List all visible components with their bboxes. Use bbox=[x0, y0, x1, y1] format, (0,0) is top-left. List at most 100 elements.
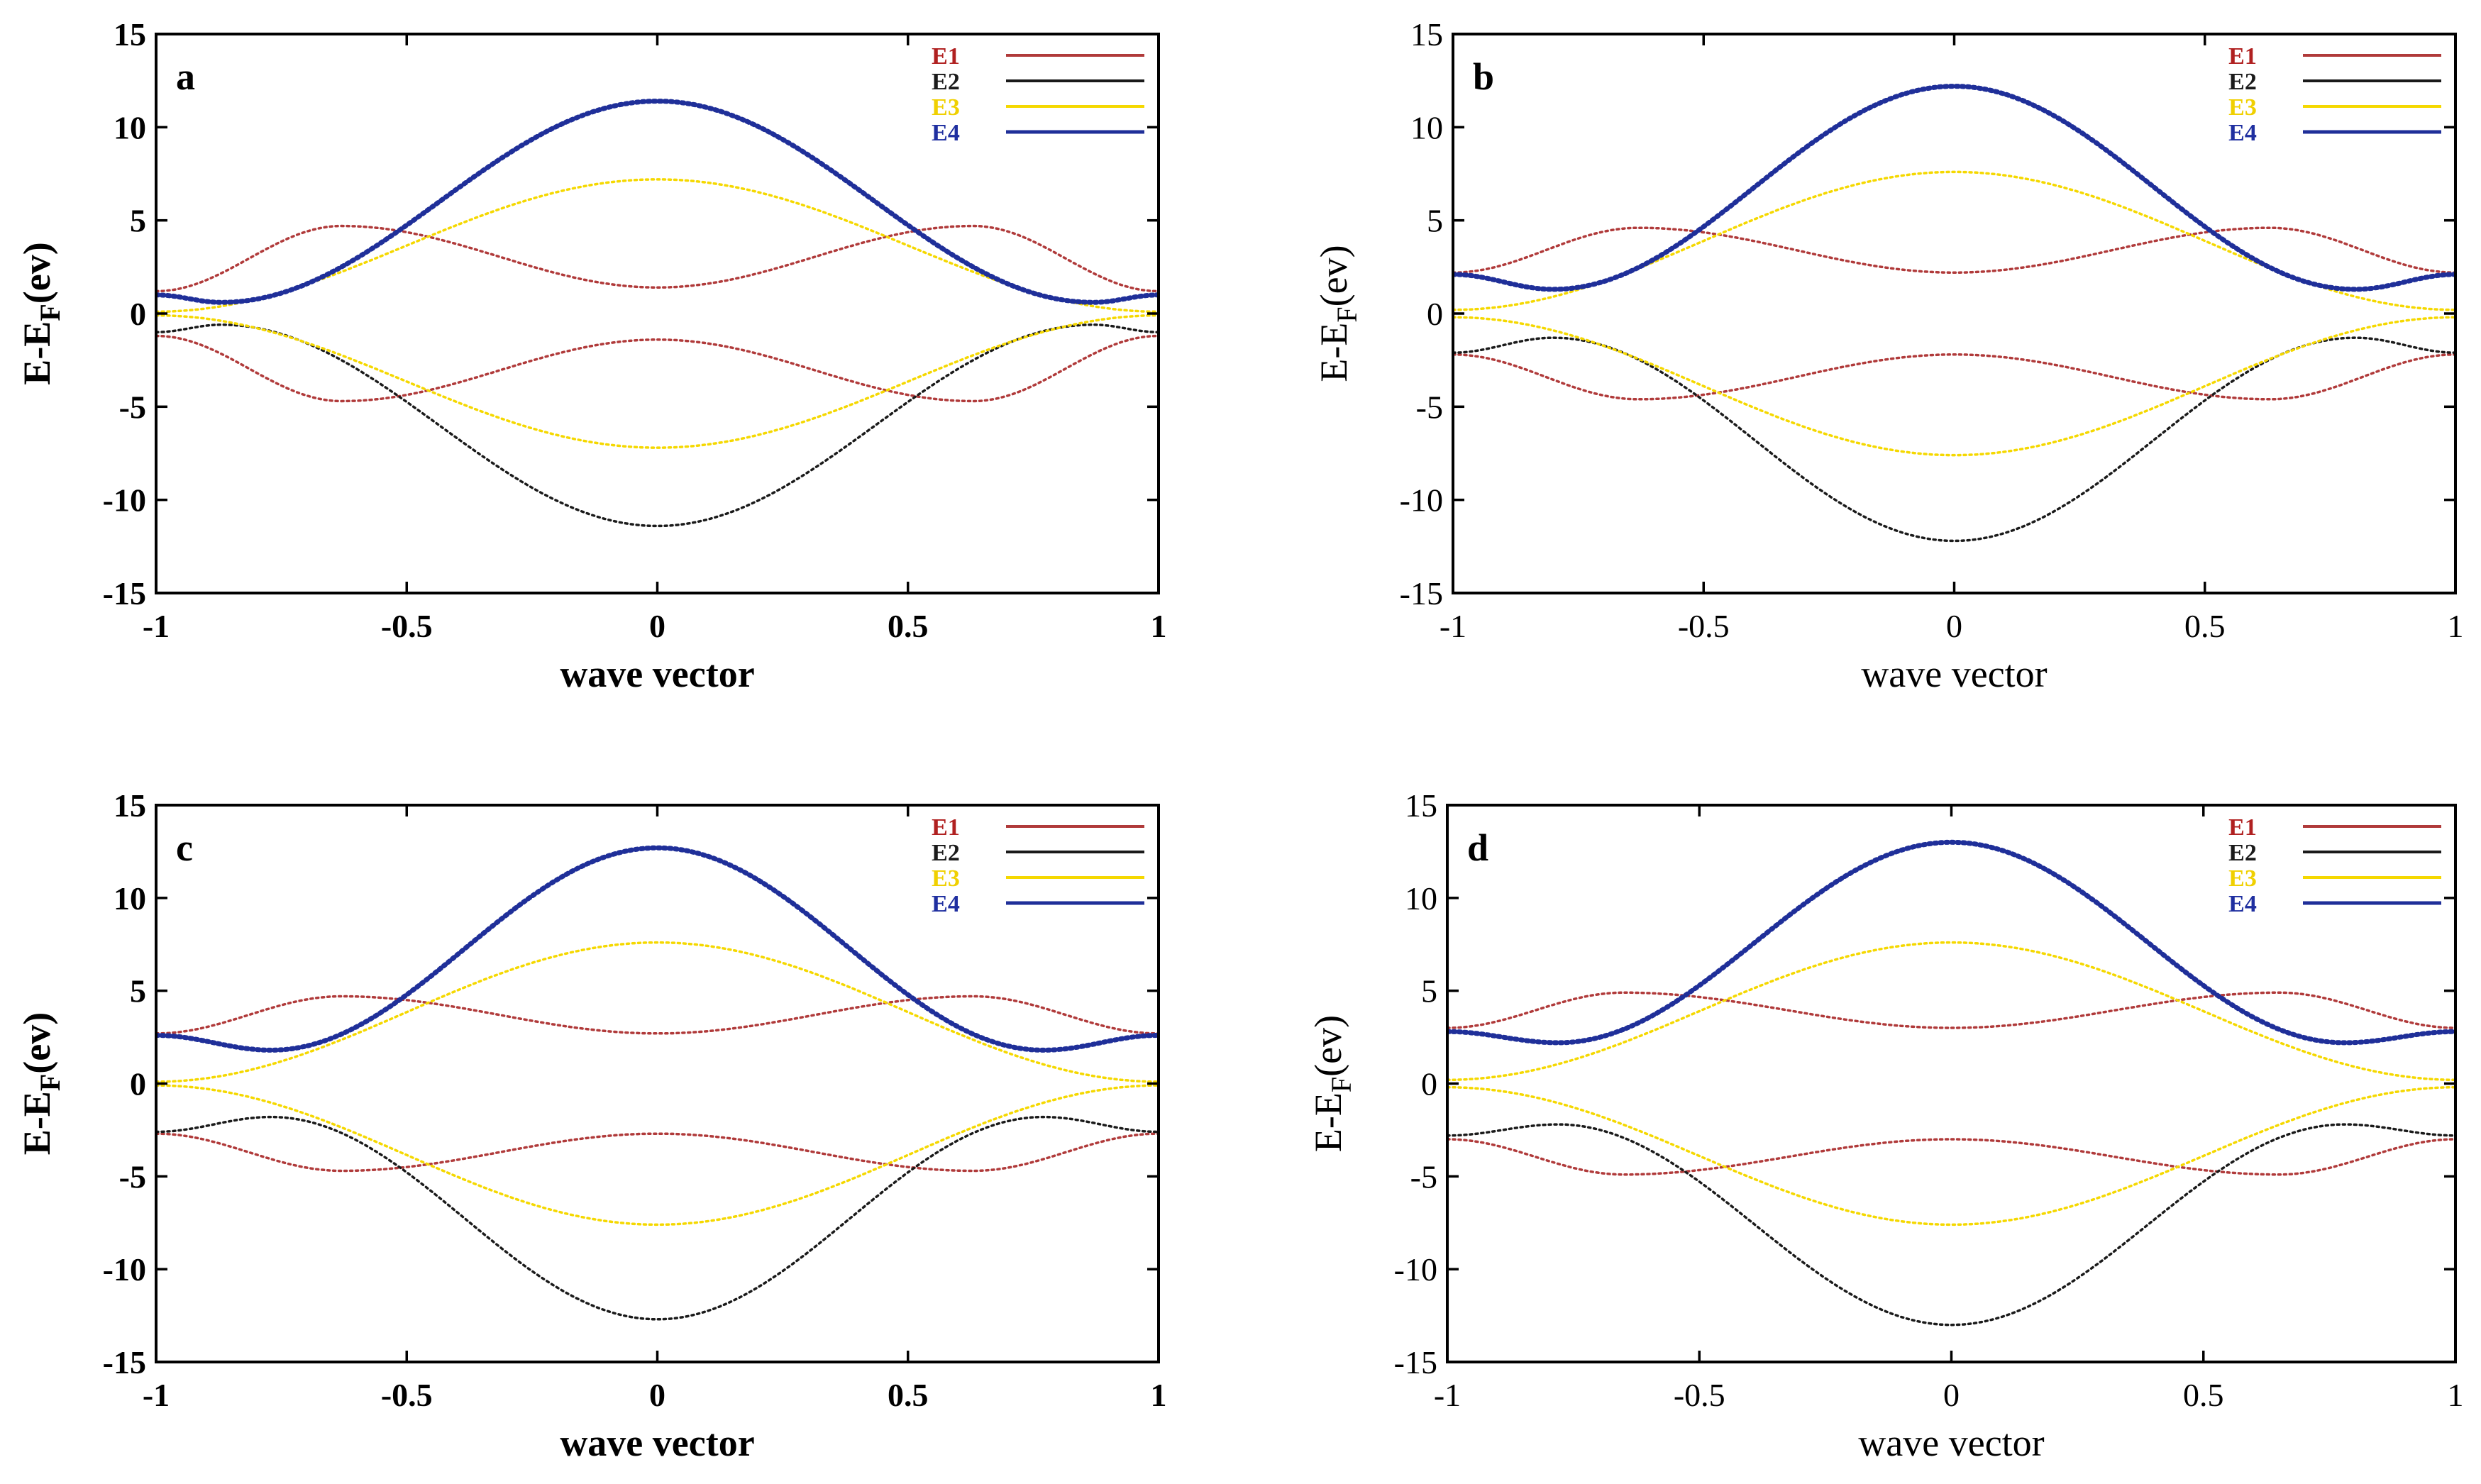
series-line-e3 bbox=[156, 314, 1159, 449]
series-line-e1 bbox=[156, 334, 1159, 403]
y-tick-label: 0 bbox=[1421, 1066, 1437, 1102]
y-axis-title: E-EF(ev) bbox=[16, 242, 66, 384]
y-axis-title-sub: F bbox=[34, 1074, 66, 1091]
x-tick-label: 0 bbox=[649, 1377, 665, 1413]
y-axis-title-sub: F bbox=[1331, 306, 1363, 322]
series-line-e1 bbox=[1453, 353, 2455, 401]
legend-label-e2: E2 bbox=[2228, 69, 2257, 95]
y-axis-title-sub: F bbox=[1325, 1077, 1357, 1092]
legend-label-e3: E3 bbox=[2228, 865, 2257, 892]
y-axis-title-main: E-E bbox=[1307, 1092, 1349, 1152]
series-line-e1 bbox=[1447, 991, 2455, 1029]
legend-label-e1: E1 bbox=[932, 43, 960, 70]
legend-label-e1: E1 bbox=[2228, 814, 2257, 841]
x-tick-label: -1 bbox=[143, 1377, 170, 1413]
legend-label-e2: E2 bbox=[2228, 840, 2257, 866]
panel-a: -1 -0.5 0 0.5 1 -15 -10 -5 0 5 10 15 wave vector E-EF… bbox=[16, 16, 1167, 695]
series-line-e3 bbox=[1447, 1085, 2455, 1226]
series-line-e1 bbox=[1453, 226, 2455, 274]
x-tick-label: -1 bbox=[1440, 608, 1466, 644]
legend-label-e3: E3 bbox=[932, 94, 960, 121]
plot-frame bbox=[155, 33, 1160, 594]
y-tick-label: -5 bbox=[119, 1158, 146, 1195]
x-tick-label: 1 bbox=[1151, 608, 1167, 644]
panel-label: d bbox=[1467, 826, 1488, 869]
y-axis-title-main: E-E bbox=[16, 1091, 58, 1155]
y-axis-title: E-EF(ev) bbox=[1313, 245, 1363, 382]
y-tick-label: 5 bbox=[130, 973, 146, 1009]
x-axis-title: wave vector bbox=[560, 1422, 754, 1464]
series-line-e3 bbox=[156, 178, 1159, 314]
y-tick-label: 0 bbox=[1427, 296, 1443, 332]
x-tick-label: -0.5 bbox=[1678, 608, 1730, 644]
y-tick-label: 10 bbox=[1410, 109, 1443, 145]
y-tick-label: 5 bbox=[1427, 203, 1443, 239]
y-axis-title: E-EF(ev) bbox=[16, 1012, 66, 1155]
x-tick-label: -0.5 bbox=[381, 1377, 433, 1413]
panel-label: c bbox=[176, 826, 193, 869]
x-tick-label: 0.5 bbox=[888, 1377, 929, 1413]
x-tick-label: 1 bbox=[1151, 1377, 1167, 1413]
series-line-e3 bbox=[156, 941, 1159, 1083]
x-tick-label: -1 bbox=[143, 608, 170, 644]
y-tick-label: -5 bbox=[119, 389, 146, 425]
panel-d: -1 -0.5 0 0.5 1 -15 -10 -5 0 5 10 15 wave vector E-EF… bbox=[1307, 787, 2464, 1464]
legend-label-e3: E3 bbox=[932, 865, 960, 892]
panel-c: -1 -0.5 0 0.5 1 -15 -10 -5 0 5 10 15 wave vector E-EF… bbox=[16, 787, 1167, 1464]
x-axis-title: wave vector bbox=[560, 653, 754, 695]
y-axis-title-suffix: (ev) bbox=[1307, 1015, 1349, 1077]
x-tick-label: 0.5 bbox=[888, 608, 929, 644]
panel-label: a bbox=[176, 55, 195, 98]
y-tick-label: 15 bbox=[114, 787, 146, 824]
x-tick-label: -0.5 bbox=[1674, 1377, 1725, 1413]
series-line-e4 bbox=[1447, 839, 2455, 1046]
x-tick-label: 0.5 bbox=[2184, 608, 2226, 644]
y-axis-title-suffix: (ev) bbox=[16, 242, 58, 304]
x-tick-label: 0 bbox=[1943, 1377, 1960, 1413]
series-line-e2 bbox=[1447, 1123, 2455, 1327]
y-tick-label: 15 bbox=[114, 16, 146, 52]
x-axis-title: wave vector bbox=[1861, 653, 2047, 695]
y-tick-label: 0 bbox=[130, 296, 146, 332]
y-axis-title-main: E-E bbox=[16, 321, 58, 385]
legend-label-e2: E2 bbox=[932, 840, 960, 866]
y-tick-label: -15 bbox=[103, 1344, 146, 1380]
y-tick-label: -5 bbox=[1416, 389, 1443, 425]
series-line-e4 bbox=[156, 845, 1159, 1053]
series-line-e3 bbox=[1453, 170, 2455, 311]
y-tick-label: -10 bbox=[103, 1251, 146, 1288]
y-tick-label: -15 bbox=[1394, 1344, 1437, 1380]
series-line-e3 bbox=[1447, 941, 2455, 1082]
series-group bbox=[156, 99, 1159, 528]
legend-label-e4: E4 bbox=[932, 120, 960, 146]
x-tick-label: 1 bbox=[2448, 608, 2464, 644]
legend-label-e4: E4 bbox=[2228, 120, 2257, 146]
series-line-e2 bbox=[1453, 336, 2455, 543]
legend-label-e1: E1 bbox=[932, 814, 960, 841]
x-tick-label: -1 bbox=[1434, 1377, 1461, 1413]
y-tick-label: -10 bbox=[1394, 1251, 1437, 1288]
y-tick-label: 10 bbox=[114, 880, 146, 917]
x-tick-label: 1 bbox=[2448, 1377, 2464, 1413]
series-line-e4 bbox=[156, 99, 1159, 305]
series-line-e1 bbox=[156, 224, 1159, 293]
y-axis-title-suffix: (ev) bbox=[16, 1012, 58, 1074]
y-tick-label: 5 bbox=[130, 203, 146, 239]
y-axis-title-sub: F bbox=[34, 304, 66, 321]
plot-frame bbox=[1446, 804, 2457, 1363]
legend-label-e4: E4 bbox=[2228, 891, 2257, 917]
x-axis-title: wave vector bbox=[1858, 1422, 2044, 1464]
panel-b: -1 -0.5 0 0.5 1 -15 -10 -5 0 5 10 15 wave vector E-EF… bbox=[1313, 16, 2464, 695]
y-tick-label: 10 bbox=[114, 109, 146, 145]
legend-label-e2: E2 bbox=[932, 69, 960, 95]
legend-label-e4: E4 bbox=[932, 891, 960, 917]
y-tick-label: -10 bbox=[1400, 482, 1443, 519]
panel-label: b bbox=[1473, 55, 1494, 98]
plot-frame bbox=[155, 804, 1160, 1363]
y-tick-label: 5 bbox=[1421, 973, 1437, 1009]
series-line-e2 bbox=[156, 1115, 1159, 1321]
